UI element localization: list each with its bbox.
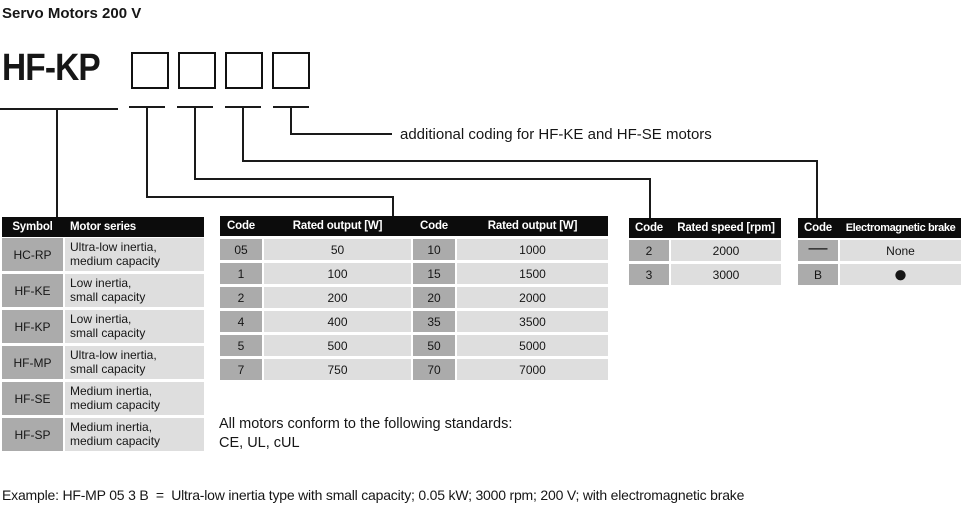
symbol-cell: HF-SP bbox=[2, 418, 63, 451]
code-cell: 15 bbox=[413, 263, 455, 284]
electromagnetic-brake-table-body: — None B ● bbox=[798, 238, 961, 286]
rated-speed-table-body: 2 2000 3 3000 bbox=[629, 240, 781, 285]
connector-line bbox=[242, 160, 818, 162]
output-cell: 400 bbox=[264, 311, 411, 332]
page-title: Servo Motors 200 V bbox=[2, 5, 142, 22]
series-cell: Ultra-low inertia, medium capacity bbox=[65, 238, 204, 271]
output-cell: 500 bbox=[264, 335, 411, 356]
model-prefix: HF-KP bbox=[2, 47, 101, 89]
code-cell: 3 bbox=[629, 264, 669, 285]
code-cell: 1 bbox=[220, 263, 262, 284]
code-cell: 50 bbox=[413, 335, 455, 356]
output-cell: 7000 bbox=[457, 359, 608, 380]
connector-line bbox=[816, 160, 818, 219]
connector-line bbox=[649, 178, 651, 219]
connector-line bbox=[194, 178, 651, 180]
code-cell: 5 bbox=[220, 335, 262, 356]
rated-speed-table: Code Rated speed [rpm] 2 2000 3 3000 bbox=[629, 218, 781, 285]
code-cell: 20 bbox=[413, 287, 455, 308]
output-cell: 100 bbox=[264, 263, 411, 284]
digit-box-3 bbox=[225, 52, 263, 89]
symbol-cell: HC-RP bbox=[2, 238, 63, 271]
motor-series-table: Symbol Motor series HC-RP Ultra-low iner… bbox=[2, 217, 204, 451]
brake-cell: None bbox=[840, 240, 961, 261]
code-cell: 05 bbox=[220, 239, 262, 260]
connector-line bbox=[0, 108, 118, 110]
standards-note-line2: CE, UL, cUL bbox=[219, 435, 300, 451]
digit-box-2 bbox=[178, 52, 216, 89]
code-cell: — bbox=[798, 238, 838, 261]
rated-output-table-body: 05 50 10 1000 1 100 15 1500 2 200 20 200… bbox=[220, 239, 608, 380]
digit-box-1 bbox=[131, 52, 169, 89]
symbol-cell: HF-SE bbox=[2, 382, 63, 415]
output-cell: 50 bbox=[264, 239, 411, 260]
header-code: Code bbox=[804, 222, 832, 234]
connector-line bbox=[194, 106, 196, 180]
speed-cell: 2000 bbox=[671, 240, 781, 261]
code-cell: 35 bbox=[413, 311, 455, 332]
symbol-cell: HF-KE bbox=[2, 274, 63, 307]
digit-box-4 bbox=[272, 52, 310, 89]
connector-line bbox=[290, 106, 292, 135]
header-symbol: Symbol bbox=[12, 221, 53, 233]
motor-series-table-body: HC-RP Ultra-low inertia, medium capacity… bbox=[2, 238, 204, 451]
motor-series-table-header: Symbol Motor series bbox=[2, 217, 204, 237]
code-cell: 2 bbox=[220, 287, 262, 308]
header-electromagnetic-brake: Electromagnetic brake bbox=[845, 222, 956, 234]
example-line: Example: HF-MP 05 3 B = Ultra-low inerti… bbox=[2, 487, 745, 503]
connector-line bbox=[242, 106, 244, 162]
output-cell: 2000 bbox=[457, 287, 608, 308]
symbol-cell: HF-KP bbox=[2, 310, 63, 343]
header-code: Code bbox=[635, 222, 663, 234]
code-cell: 70 bbox=[413, 359, 455, 380]
symbol-cell: HF-MP bbox=[2, 346, 63, 379]
connector-line bbox=[146, 196, 394, 198]
output-cell: 750 bbox=[264, 359, 411, 380]
output-cell: 1500 bbox=[457, 263, 608, 284]
series-cell: Low inertia, small capacity bbox=[65, 310, 204, 343]
additional-coding-note: additional coding for HF-KE and HF-SE mo… bbox=[400, 126, 712, 143]
rated-output-table-header: Code Rated output [W] Code Rated output … bbox=[220, 216, 608, 236]
code-cell: 4 bbox=[220, 311, 262, 332]
series-cell: Medium inertia, medium capacity bbox=[65, 382, 204, 415]
series-cell: Medium inertia, medium capacity bbox=[65, 418, 204, 451]
rated-speed-table-header: Code Rated speed [rpm] bbox=[629, 218, 781, 238]
connector-line bbox=[392, 196, 394, 217]
output-cell: 200 bbox=[264, 287, 411, 308]
rated-output-table: Code Rated output [W] Code Rated output … bbox=[220, 216, 608, 380]
header-motor-series: Motor series bbox=[70, 221, 136, 233]
code-cell: B bbox=[798, 264, 838, 285]
output-cell: 3500 bbox=[457, 311, 608, 332]
header-code: Code bbox=[227, 220, 255, 232]
connector-line bbox=[56, 108, 58, 218]
connector-line bbox=[146, 106, 148, 198]
series-cell: Ultra-low inertia, small capacity bbox=[65, 346, 204, 379]
code-cell: 2 bbox=[629, 240, 669, 261]
header-code: Code bbox=[420, 220, 448, 232]
brake-dot-cell: ● bbox=[840, 262, 961, 286]
code-cell: 10 bbox=[413, 239, 455, 260]
electromagnetic-brake-table: Code Electromagnetic brake — None B ● bbox=[798, 218, 961, 286]
output-cell: 5000 bbox=[457, 335, 608, 356]
header-rated-output: Rated output [W] bbox=[292, 220, 383, 232]
series-cell: Low inertia, small capacity bbox=[65, 274, 204, 307]
electromagnetic-brake-table-header: Code Electromagnetic brake bbox=[798, 218, 961, 238]
speed-cell: 3000 bbox=[671, 264, 781, 285]
header-rated-speed: Rated speed [rpm] bbox=[677, 222, 775, 234]
output-cell: 1000 bbox=[457, 239, 608, 260]
code-cell: 7 bbox=[220, 359, 262, 380]
standards-note-line1: All motors conform to the following stan… bbox=[219, 416, 513, 432]
connector-line bbox=[290, 133, 392, 135]
header-rated-output: Rated output [W] bbox=[487, 220, 578, 232]
